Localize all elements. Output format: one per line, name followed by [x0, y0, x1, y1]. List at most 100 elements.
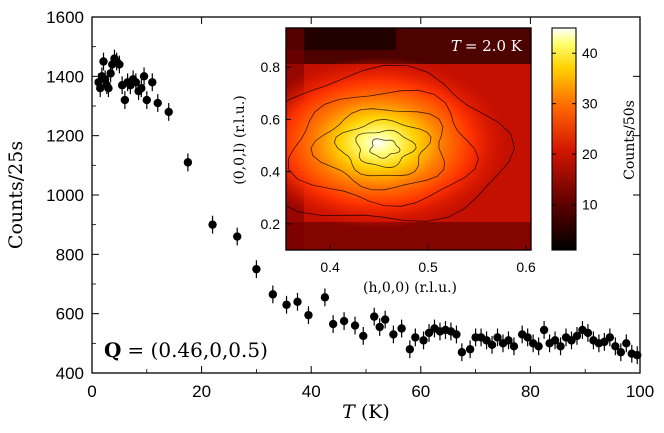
data-point	[523, 333, 532, 342]
inset-y-label: (0,0,l) (r.l.u.)	[232, 95, 248, 185]
contour-line	[333, 118, 432, 177]
y-axis-label: Counts/25s	[5, 141, 27, 249]
contour-line	[287, 89, 479, 207]
x-tick-label: 60	[411, 382, 430, 401]
data-point	[183, 158, 193, 167]
main-plot: 0 20 40 60 80 100 400 600 800 1000 1200 1400 1600 Co…	[5, 8, 654, 423]
contour-lines	[286, 64, 515, 222]
y-tick-label: 1200	[46, 127, 84, 146]
inset-y-tick-label: 0.4	[261, 164, 281, 180]
data-point	[452, 330, 461, 339]
data-point	[359, 331, 368, 341]
data-point	[233, 232, 242, 241]
data-point	[328, 319, 338, 329]
data-point	[148, 78, 157, 87]
data-point	[370, 312, 379, 321]
data-point	[572, 331, 582, 341]
data-point	[137, 84, 146, 93]
x-tick-label: 0	[87, 382, 96, 401]
data-point	[397, 324, 406, 333]
inset-heatmap: 0.4 0.5 0.6 0.2 0.4 0.6 0.8 T = 2.0 K (h,0,0) (…	[232, 27, 638, 296]
heatmap-field	[286, 28, 531, 250]
data-point	[556, 342, 565, 351]
colorbar-ticks: 10 20 30 40	[552, 45, 598, 213]
inset-x-label: (h,0,0) (r.l.u.)	[363, 280, 457, 296]
data-points	[94, 54, 642, 360]
inset-title: T = 2.0 K	[451, 37, 523, 55]
data-point	[320, 293, 330, 302]
data-point	[465, 345, 475, 354]
data-point	[534, 342, 543, 351]
data-point	[350, 321, 360, 330]
data-point	[550, 336, 560, 345]
data-point	[419, 336, 428, 345]
y-tick-label: 400	[56, 364, 84, 383]
main-axis-ticks: 0 20 40 60 80 100 400 600 800 1000 1200 1400 1600	[46, 8, 654, 401]
data-point	[405, 345, 415, 354]
colorbar-tick-label: 10	[582, 197, 598, 213]
data-point	[504, 336, 513, 345]
colorbar-tick-label: 40	[582, 45, 598, 61]
colorbar-tick-label: 30	[582, 96, 598, 112]
x-tick-label: 100	[626, 382, 654, 401]
heatmap-dark-bottom	[286, 222, 531, 250]
inset-y-tick-label: 0.8	[261, 59, 281, 75]
data-point	[293, 297, 302, 306]
data-point	[493, 333, 502, 342]
data-point	[106, 69, 115, 78]
x-axis-label: T (K)	[342, 401, 390, 423]
y-tick-label: 1600	[46, 8, 84, 27]
heatmap-glow	[286, 57, 508, 229]
data-point	[487, 340, 497, 350]
data-point	[252, 264, 261, 274]
data-point	[142, 95, 151, 105]
data-point	[605, 333, 615, 342]
y-tick-label: 600	[56, 305, 84, 324]
x-tick-label: 40	[302, 382, 321, 401]
data-point	[457, 348, 467, 357]
data-point	[509, 342, 519, 351]
inset-y-tick-label: 0.6	[261, 111, 281, 127]
data-point	[268, 290, 278, 299]
colorbar-label: Counts/50s	[622, 100, 638, 180]
data-point	[104, 84, 113, 93]
data-point	[99, 57, 108, 66]
colorbar-tick-label: 20	[582, 146, 598, 162]
data-point	[616, 348, 626, 357]
data-point	[153, 98, 162, 108]
contour-line	[286, 64, 515, 222]
contour-line	[355, 129, 417, 169]
q-vector-annotation: Q = (0.46,0,0.5)	[104, 338, 268, 362]
data-point	[611, 342, 620, 351]
data-point	[622, 339, 631, 348]
colorbar	[551, 27, 577, 251]
y-tick-label: 1400	[46, 67, 84, 86]
heatmap-frame	[285, 27, 532, 251]
data-point	[208, 220, 217, 229]
data-point	[131, 78, 141, 87]
y-tick-label: 1000	[46, 186, 84, 205]
data-point	[139, 72, 149, 81]
data-point	[411, 333, 420, 342]
data-point	[583, 328, 593, 338]
x-tick-label: 20	[192, 382, 211, 401]
y-tick-label: 800	[56, 245, 84, 264]
contour-line	[369, 138, 401, 159]
inset-x-tick-label: 0.4	[320, 259, 340, 275]
data-point	[539, 325, 549, 335]
inset-x-tick-label: 0.5	[418, 259, 438, 275]
data-point	[120, 95, 130, 105]
x-tick-label: 80	[521, 382, 540, 401]
data-point	[633, 351, 642, 360]
data-point	[164, 107, 173, 117]
contour-line	[310, 108, 446, 191]
data-point	[339, 316, 349, 326]
inset-y-tick-label: 0.2	[261, 216, 281, 232]
inset-axis-ticks: 0.4 0.5 0.6 0.2 0.4 0.6 0.8	[261, 59, 537, 275]
data-point	[389, 330, 398, 339]
inset-x-tick-label: 0.6	[516, 259, 536, 275]
data-point	[115, 60, 124, 69]
data-point	[282, 300, 291, 309]
heatmap-dark-top-inner	[286, 28, 396, 50]
